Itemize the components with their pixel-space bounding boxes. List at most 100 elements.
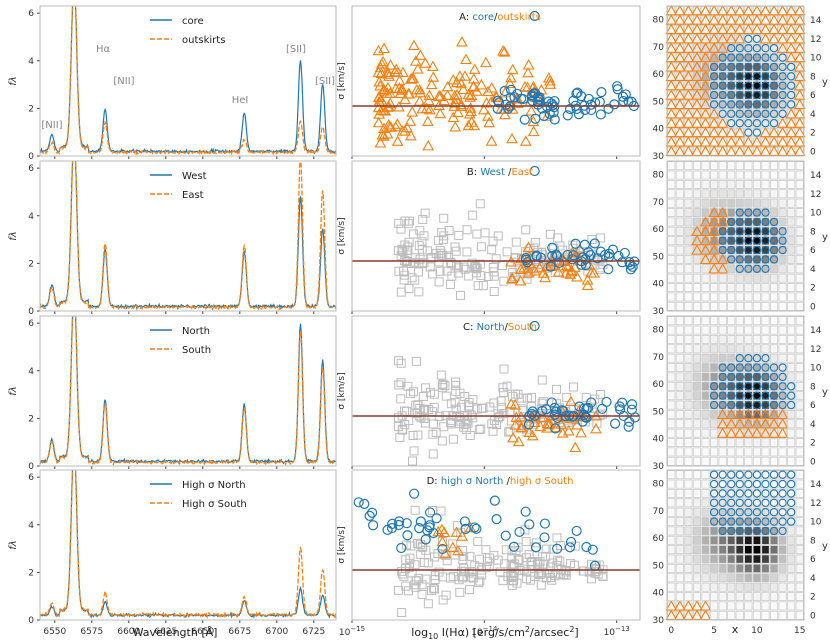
map-pixel <box>744 601 753 611</box>
map-y-right-tick-label: 10 <box>810 54 822 64</box>
spectra-panel-frame <box>39 160 337 312</box>
spectra-x-tick-label: 6625 <box>154 627 177 637</box>
background-point <box>489 267 499 277</box>
map-pixel <box>727 161 736 171</box>
map-pixel <box>675 363 684 373</box>
orange-point <box>506 132 518 144</box>
map-orange-marker <box>776 126 789 138</box>
map-orange-marker <box>708 51 720 63</box>
orange-point <box>514 274 527 286</box>
map-pixel <box>684 363 693 373</box>
map-y-left-tick-label: 50 <box>653 407 665 417</box>
map-y-right-tick-label: 12 <box>810 35 821 45</box>
map-pixel <box>795 264 804 274</box>
orange-point <box>421 115 434 127</box>
map-blue-marker <box>727 479 736 489</box>
map-blue-marker <box>744 479 753 489</box>
map-pixel <box>701 301 710 311</box>
background-point <box>457 573 467 583</box>
blue-point <box>526 408 537 420</box>
emission-line-label: [NII] <box>113 76 134 87</box>
map-orange-marker <box>673 126 686 138</box>
map-pixel <box>727 198 736 208</box>
map-pixel <box>718 198 727 208</box>
map-pixel <box>710 335 719 344</box>
map-pixel <box>778 592 787 601</box>
map-orange-marker <box>665 126 678 138</box>
map-pixel <box>684 419 693 429</box>
map-orange-marker <box>665 70 678 82</box>
map-orange-marker <box>708 225 720 237</box>
map-orange-marker <box>673 70 686 82</box>
map-pixel <box>701 479 710 489</box>
map-blue-marker <box>718 489 727 498</box>
map-pixel <box>761 273 770 283</box>
map-orange-marker <box>793 23 806 35</box>
map-blue-marker <box>718 470 727 479</box>
map-pixel <box>701 316 710 326</box>
background-point <box>411 400 421 410</box>
orange-point <box>449 120 462 132</box>
map-pixel <box>667 208 676 218</box>
background-point <box>427 505 437 515</box>
orange-point <box>391 66 404 77</box>
map-pixel <box>692 526 701 536</box>
map-pixel <box>727 283 736 293</box>
blue-point <box>367 507 378 518</box>
map-blue-marker <box>744 236 753 245</box>
map-orange-marker <box>691 79 703 91</box>
orange-point <box>456 530 468 541</box>
map-blue-marker <box>761 44 770 53</box>
map-pixel <box>769 335 779 344</box>
orange-point <box>411 63 424 74</box>
map-blue-marker <box>727 363 736 372</box>
map-pixel <box>787 526 796 536</box>
map-orange-marker <box>665 14 678 25</box>
map-orange-marker <box>665 32 678 44</box>
map-orange-marker <box>716 216 729 227</box>
map-pixel <box>675 391 684 401</box>
map-pixel <box>787 283 796 293</box>
map-pixel <box>675 245 684 255</box>
orange-point <box>483 116 496 128</box>
map-blue-marker <box>735 109 744 118</box>
background-point <box>410 275 420 285</box>
map-pixel <box>675 226 684 236</box>
spectra-y-tick-label: 6 <box>28 164 34 174</box>
map-blue-marker <box>744 72 753 81</box>
blue-point <box>402 530 413 541</box>
background-point <box>472 263 482 273</box>
background-point <box>508 391 518 401</box>
map-blue-marker <box>752 363 762 372</box>
map-pixel <box>718 161 727 171</box>
blue-outlier-point <box>529 320 540 332</box>
background-point <box>481 545 491 555</box>
spectra-y-axis-label: fλ <box>8 540 19 549</box>
orange-point <box>525 104 538 116</box>
map-orange-marker <box>742 145 755 157</box>
map-x-tick-label: 0 <box>668 626 674 636</box>
map-pixel <box>795 526 804 536</box>
map-orange-marker <box>793 89 806 100</box>
map-pixel <box>692 372 701 382</box>
background-point <box>437 436 447 446</box>
background-point <box>470 261 480 271</box>
map-blue-marker <box>752 100 762 109</box>
background-point <box>408 387 418 397</box>
map-pixel <box>787 301 796 311</box>
map-orange-marker <box>751 136 763 147</box>
map-pixel <box>675 236 684 246</box>
map-orange-marker <box>716 427 729 438</box>
background-point <box>596 233 606 243</box>
map-blue-marker <box>761 81 770 90</box>
map-orange-marker <box>699 145 712 157</box>
map-blue-marker <box>761 100 770 109</box>
map-pixel <box>761 563 770 573</box>
map-blue-marker <box>769 217 779 227</box>
map-blue-marker <box>761 498 770 507</box>
map-orange-marker <box>673 14 686 25</box>
map-orange-marker <box>716 417 729 429</box>
orange-point <box>463 108 476 119</box>
background-point <box>459 551 469 561</box>
